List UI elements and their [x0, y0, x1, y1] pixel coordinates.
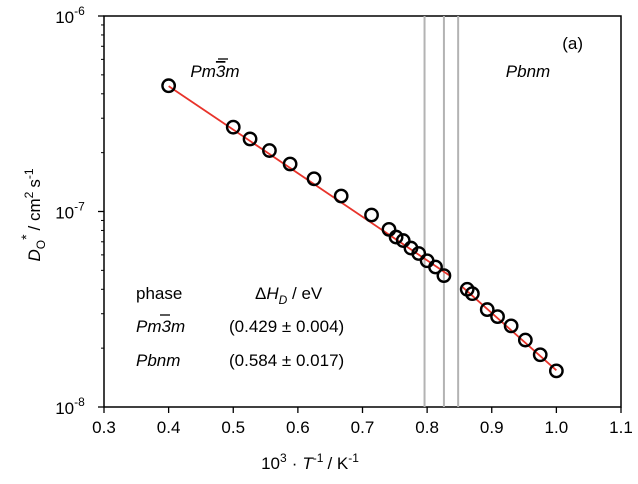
- y-title-unit2: s: [25, 179, 44, 188]
- data-point: [517, 332, 533, 348]
- data-point: [161, 78, 177, 94]
- y-title-unit-exp: 2: [22, 191, 36, 198]
- data-point: [306, 171, 322, 187]
- table-row2-phase: Pbnm: [136, 351, 180, 370]
- y-title-unit2-exp: -1: [22, 168, 36, 179]
- x-tick-label: 1.0: [545, 418, 569, 437]
- x-tick-label: 0.3: [92, 418, 116, 437]
- y-title-sub: O: [34, 240, 48, 249]
- data-point: [464, 286, 480, 302]
- table-row1-value: (0.429 ± 0.004): [229, 317, 344, 336]
- phase-label-pm3m-post: m: [225, 62, 239, 81]
- y-tick-label: 10-7: [55, 200, 85, 223]
- table-row2-phase-pre: Pbnm: [136, 351, 180, 370]
- data-point: [490, 309, 505, 325]
- x-title-mid: ·: [292, 454, 298, 473]
- table-header-phase: phase: [136, 284, 182, 303]
- data-point: [428, 259, 443, 275]
- x-title-unit-exp: -1: [348, 451, 359, 465]
- data-point: [225, 119, 241, 135]
- y-tick-label: 10-8: [55, 395, 85, 418]
- x-tick-label: 0.9: [480, 418, 504, 437]
- data-point: [548, 363, 564, 379]
- data-point: [395, 233, 411, 248]
- data-point: [388, 229, 404, 245]
- table-header-delta: Δ: [255, 284, 266, 303]
- data-point: [479, 302, 495, 317]
- y-title-var: D: [25, 249, 44, 261]
- phase-label-pm3m: Pm3m: [190, 62, 239, 81]
- table-header-h: H: [266, 284, 279, 303]
- table-header-enthalpy: ΔHD / eV: [255, 284, 323, 307]
- fit-line: [462, 286, 557, 372]
- data-point: [411, 246, 427, 261]
- x-title-base: 10: [261, 454, 280, 473]
- table-header-h-sub: D: [279, 293, 288, 307]
- data-point: [436, 268, 452, 284]
- data-point: [282, 156, 298, 172]
- table-header-unit: / eV: [287, 284, 323, 303]
- x-title-exp: 3: [280, 451, 287, 465]
- data-point: [262, 143, 277, 158]
- x-tick-label: 0.4: [157, 418, 181, 437]
- phase-label-pm3m-pre: Pm: [190, 62, 216, 81]
- x-axis-ticks: 0.3 0.4 0.5 0.6 0.7 0.8 0.9 1.0 1.1: [92, 407, 633, 437]
- data-point: [503, 318, 519, 334]
- y-title-sup: *: [18, 234, 34, 240]
- data-point: [333, 188, 349, 204]
- x-tick-label: 0.5: [221, 418, 245, 437]
- y-axis-ticks: 10-8 10-7 10-6: [55, 4, 104, 418]
- x-tick-label: 0.7: [351, 418, 375, 437]
- activation-energy-table: phase ΔHD / eV Pm3m (0.429 ± 0.004) Pbnm…: [136, 284, 344, 370]
- table-row1-phase-post: m: [171, 317, 185, 336]
- table-row2-value: (0.584 ± 0.017): [229, 351, 344, 370]
- x-title-var: T: [302, 454, 314, 473]
- x-axis-title: 103 · T-1/ K-1: [261, 451, 359, 473]
- phase-label-pm3m-overbar: 3: [216, 62, 226, 81]
- x-tick-label: 0.8: [415, 418, 439, 437]
- data-point: [532, 347, 548, 363]
- y-tick-label: 10-6: [55, 4, 85, 27]
- y-axis-title: DO* / cm2 s-1: [18, 168, 48, 261]
- data-point: [364, 207, 379, 223]
- phase-label-pbnm: Pbnm: [506, 62, 550, 81]
- panel-label: (a): [562, 34, 583, 53]
- table-row1-phase-pre: Pm: [136, 317, 162, 336]
- data-points: [161, 78, 564, 379]
- x-title-unit: / K: [327, 454, 348, 473]
- data-point: [242, 131, 258, 147]
- x-tick-label: 0.6: [286, 418, 310, 437]
- table-row1-phase: Pm3m: [136, 317, 185, 336]
- x-title-var-exp: -1: [313, 451, 324, 465]
- y-title-unit: / cm: [25, 198, 44, 230]
- table-row1-phase-overbar: 3: [162, 317, 172, 336]
- x-tick-label: 1.1: [609, 418, 633, 437]
- phase-boundary-lines: [423, 16, 460, 407]
